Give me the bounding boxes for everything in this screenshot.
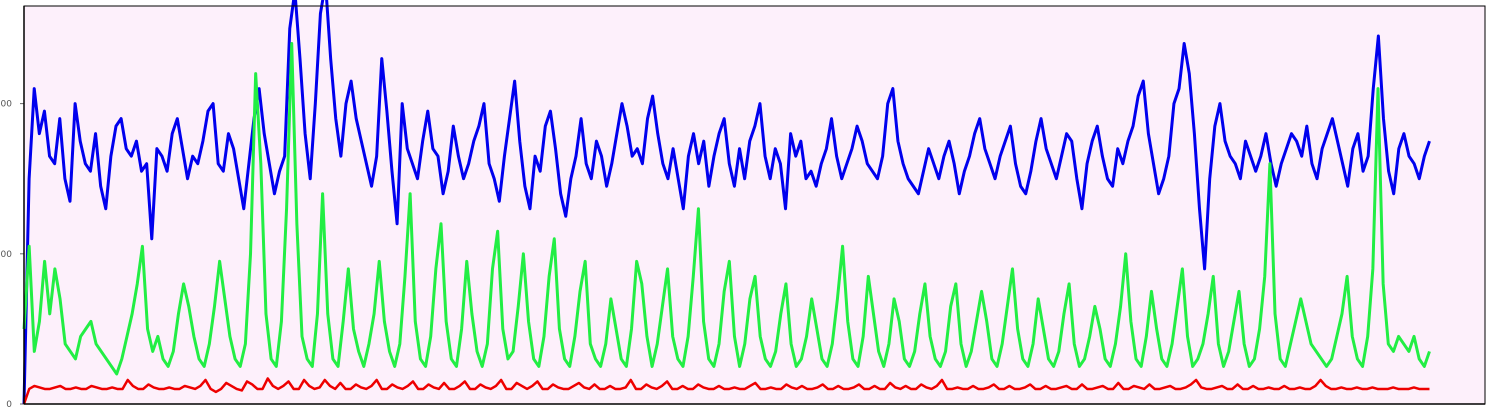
y-tick-label: 0	[6, 400, 12, 410]
plot-border	[23, 5, 1486, 405]
series-lines	[22, 0, 1431, 405]
series-line-2	[22, 42, 1431, 376]
y-tick-label: 200	[0, 100, 12, 110]
series-line-3	[22, 377, 1430, 405]
y-axis-ticks: 0 100 200	[0, 100, 24, 410]
y-tick-label: 100	[0, 250, 12, 260]
